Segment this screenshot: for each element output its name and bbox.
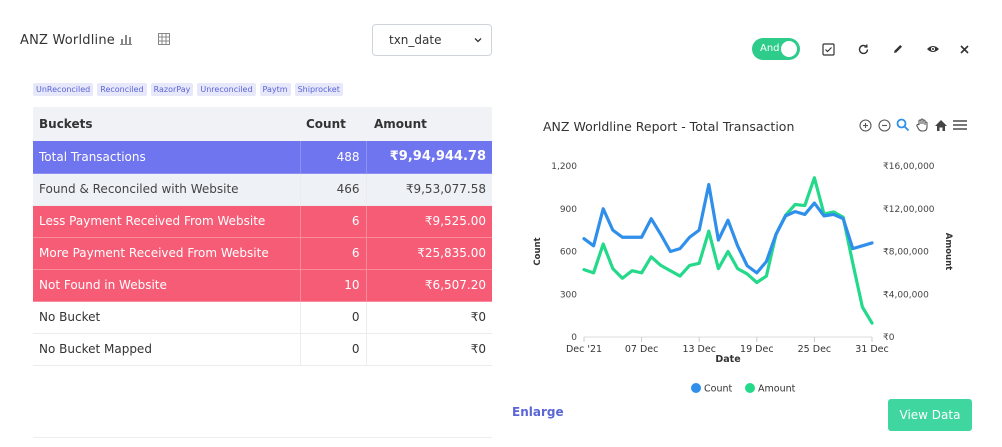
series-line-count: [582, 182, 874, 275]
date-field-select[interactable]: txn_date: [372, 24, 492, 56]
bucket-amount: ₹9,525.00: [366, 205, 492, 238]
filter-tag[interactable]: Reconciled: [97, 83, 147, 96]
zoom-out-icon[interactable]: [876, 117, 892, 133]
x-tick-label: 31 Dec: [855, 344, 889, 355]
report-title: ANZ Worldline: [20, 33, 115, 48]
y2-axis-title: Amount: [943, 233, 953, 270]
column-header-amount: Amount: [366, 107, 492, 141]
home-reset-icon[interactable]: [933, 117, 949, 133]
bucket-amount: ₹25,835.00: [366, 237, 492, 270]
x-tick-label: Dec '21: [566, 344, 602, 355]
edit-pencil-icon[interactable]: [890, 41, 906, 57]
bucket-amount: ₹0: [366, 333, 492, 366]
y2-tick-label: ₹0: [883, 333, 895, 343]
y-tick-label: 300: [560, 290, 577, 300]
column-header-buckets: Buckets: [33, 107, 300, 141]
y2-tick-label: ₹12,00,000: [883, 205, 935, 215]
chevron-down-icon: [473, 34, 483, 48]
toggle-knob: [781, 41, 797, 57]
divider: [33, 437, 492, 438]
chart-title: ANZ Worldline Report - Total Transaction: [543, 119, 795, 134]
filter-tags: UnReconciled Reconciled RazorPay Unreconcil…: [33, 83, 343, 96]
bar-chart-icon[interactable]: [118, 31, 134, 47]
enlarge-link[interactable]: Enlarge: [512, 405, 564, 419]
bucket-name: Not Found in Website: [33, 269, 301, 302]
bucket-count: 466: [300, 173, 367, 206]
series-line-amount: [582, 176, 874, 325]
bucket-count: 10: [300, 269, 367, 302]
filter-tag[interactable]: Paytm: [259, 83, 291, 96]
filter-tag[interactable]: RazorPay: [150, 83, 194, 96]
table-row[interactable]: Found & Reconciled with Website 466 ₹9,5…: [33, 173, 492, 206]
transaction-line-chart: 0 300 600 900 1,200 ₹0 ₹4,00,000 ₹8,00,000 ₹12,0…: [533, 162, 953, 395]
bucket-count: 488: [300, 141, 367, 174]
bucket-count: 6: [300, 237, 367, 270]
refresh-icon[interactable]: [855, 41, 871, 57]
bucket-amount: ₹0: [366, 301, 492, 334]
magnifier-zoom-icon[interactable]: [895, 117, 911, 133]
y-tick-label: 1,200: [551, 162, 577, 172]
y-tick-label: 900: [560, 205, 577, 215]
filter-tag[interactable]: UnReconciled: [33, 83, 94, 96]
widget-toolbar: And: [752, 38, 972, 60]
y2-tick-label: ₹4,00,000: [883, 290, 929, 300]
column-header-count: Count: [300, 107, 366, 141]
filter-tag[interactable]: Unreconciled: [197, 83, 256, 96]
bucket-amount: ₹9,94,944.78: [366, 141, 492, 174]
filter-tag[interactable]: Shiprocket: [294, 83, 343, 96]
y-axis-title: Count: [533, 237, 543, 265]
view-switcher: [118, 31, 172, 47]
table-row[interactable]: No Bucket Mapped 0 ₹0: [33, 333, 492, 366]
y2-tick-label: ₹8,00,000: [883, 248, 929, 258]
bucket-amount: ₹9,53,077.58: [366, 173, 492, 206]
eye-icon[interactable]: [925, 41, 941, 57]
pan-hand-icon[interactable]: [914, 117, 930, 133]
x-tick-label: 07 Dec: [625, 344, 659, 355]
x-axis-title: Date: [715, 354, 740, 365]
table-grid-icon[interactable]: [156, 31, 172, 47]
y-tick-label: 600: [560, 248, 577, 258]
legend-marker-count: [691, 383, 701, 393]
bucket-name: Less Payment Received From Website: [33, 205, 301, 238]
date-field-select-value: txn_date: [389, 33, 442, 47]
table-row[interactable]: Not Found in Website 10 ₹6,507.20: [33, 269, 492, 302]
table-row[interactable]: More Payment Received From Website 6 ₹25…: [33, 237, 492, 270]
y2-tick-label: ₹16,00,000: [883, 162, 935, 172]
legend-label: Amount: [758, 384, 796, 395]
bucket-count: 0: [300, 301, 367, 334]
x-tick-label: 25 Dec: [798, 344, 832, 355]
bucket-name: Found & Reconciled with Website: [33, 173, 301, 206]
y-tick-label: 0: [571, 333, 577, 343]
hamburger-menu-icon[interactable]: [952, 117, 968, 133]
bucket-name: No Bucket Mapped: [33, 333, 301, 366]
bucket-amount: ₹6,507.20: [366, 269, 492, 302]
chart-toolbar: [857, 117, 968, 133]
table-row[interactable]: No Bucket 0 ₹0: [33, 301, 492, 334]
x-tick-label: 19 Dec: [740, 344, 774, 355]
toggle-label: And: [760, 43, 780, 54]
legend-marker-amount: [745, 383, 755, 393]
table-header-row: Buckets Count Amount: [33, 107, 492, 141]
bucket-count: 0: [300, 333, 367, 366]
table-row[interactable]: Less Payment Received From Website 6 ₹9,…: [33, 205, 492, 238]
and-or-toggle[interactable]: And: [752, 38, 800, 60]
close-icon[interactable]: [956, 41, 972, 57]
x-tick-label: 13 Dec: [682, 344, 716, 355]
bucket-name: More Payment Received From Website: [33, 237, 301, 270]
bucket-name: Total Transactions: [33, 141, 301, 174]
legend-label: Count: [704, 384, 732, 395]
bucket-name: No Bucket: [33, 301, 301, 334]
table-row[interactable]: Total Transactions 488 ₹9,94,944.78: [33, 141, 492, 174]
checkbox-icon[interactable]: [820, 41, 836, 57]
view-data-button[interactable]: View Data: [888, 399, 972, 431]
zoom-in-icon[interactable]: [857, 117, 873, 133]
buckets-table: Buckets Count Amount Total Transactions …: [33, 107, 492, 366]
bucket-count: 6: [300, 205, 367, 238]
